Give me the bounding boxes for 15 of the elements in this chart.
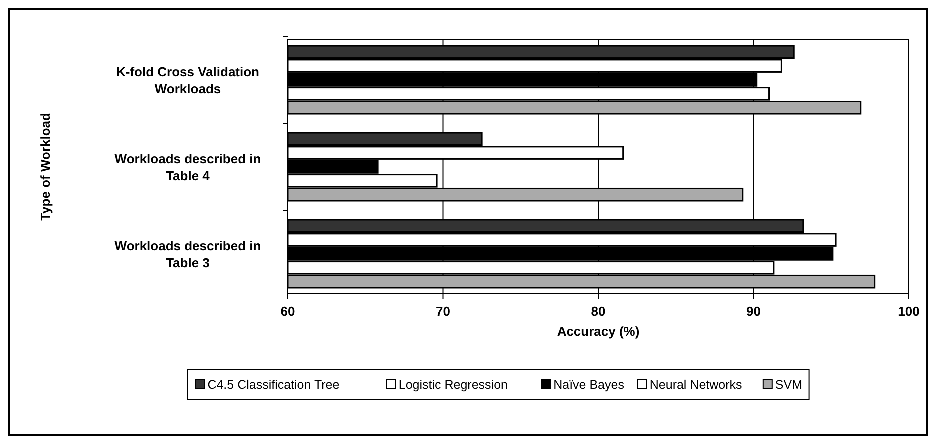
legend-label: Logistic Regression <box>398 378 508 392</box>
y-axis-title: Type of Workload <box>38 113 53 221</box>
legend-label: SVM <box>775 378 802 392</box>
x-tick-label: 80 <box>591 304 606 319</box>
y-tick-label: Workloads described in Table 3 <box>114 238 262 270</box>
legend-label: Naïve Bayes <box>554 378 624 392</box>
legend-label: Neural Networks <box>650 378 742 392</box>
x-tick-label: 70 <box>436 304 450 319</box>
legend-label: C4.5 Classification Tree <box>208 378 340 392</box>
x-axis-title: Accuracy (%) <box>557 324 640 339</box>
y-tick-label: K-fold Cross Validation Workloads <box>116 64 260 97</box>
x-tick-label: 60 <box>280 304 296 319</box>
y-tick-label: Workloads described in Table 4 <box>114 152 262 184</box>
x-tick-label: 90 <box>746 304 761 319</box>
x-tick-label: 100 <box>898 304 920 319</box>
